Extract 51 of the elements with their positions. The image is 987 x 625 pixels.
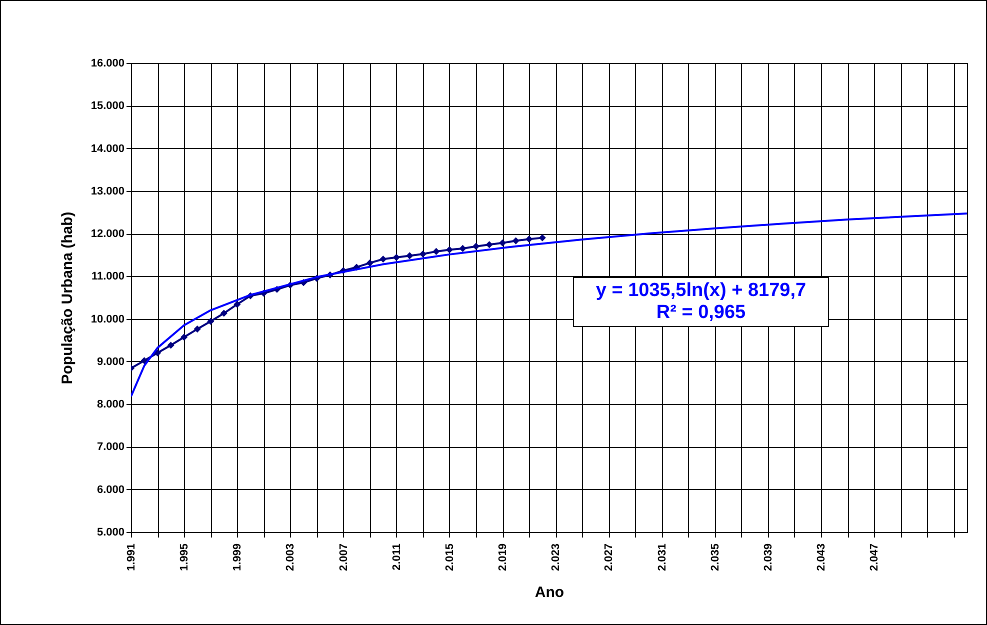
- annotation: R² = 0,965: [655, 302, 747, 324]
- x-tick-label: 2.023: [550, 544, 562, 572]
- point: [538, 234, 546, 242]
- x-tick-label: 2.007: [338, 544, 350, 572]
- x-tick-label: 2.031: [656, 544, 668, 572]
- y-tick-label: 12.000: [90, 228, 124, 240]
- y-tick-label: 7.000: [96, 441, 124, 454]
- point: [472, 242, 480, 250]
- point: [207, 318, 214, 325]
- point: [220, 310, 228, 317]
- point: [406, 252, 414, 260]
- x-tick-label: 1.995: [178, 544, 191, 572]
- y-tick-label: 6.000: [96, 484, 124, 496]
- point: [499, 239, 506, 246]
- x-tick-label: 2.019: [497, 544, 510, 572]
- point: [167, 342, 174, 349]
- point: [234, 300, 241, 308]
- point: [366, 259, 374, 266]
- x-tick-label: 2.011: [390, 544, 403, 570]
- x-tick-label: 2.047: [868, 544, 881, 572]
- point: [446, 246, 454, 254]
- y-tick-label: 5.000: [96, 526, 124, 538]
- y-tick-label: 16.000: [90, 58, 124, 70]
- point: [486, 241, 493, 248]
- point: [419, 250, 426, 258]
- point: [459, 244, 466, 252]
- point: [526, 236, 533, 243]
- y-tick-label: 14.000: [90, 142, 124, 155]
- y-tick-label: 11.000: [91, 270, 124, 283]
- y-tick-label: 9.000: [96, 356, 124, 368]
- y-tick-label: 10.000: [90, 313, 124, 326]
- point: [432, 248, 440, 255]
- y-axis-title: População Urbana (hab): [58, 212, 76, 384]
- x-tick-label: 2.043: [816, 544, 828, 572]
- point: [512, 237, 520, 244]
- x-tick-label: 2.039: [762, 544, 774, 572]
- x-tick-label: 2.035: [709, 544, 722, 572]
- point: [194, 326, 201, 333]
- y-tick-label: 15.000: [90, 100, 124, 112]
- point: [180, 334, 188, 341]
- point: [392, 254, 400, 261]
- point: [380, 256, 387, 263]
- x-tick-label: 1.991: [126, 544, 138, 572]
- x-tick-label: 2.015: [444, 544, 456, 572]
- x-tick-label: 2.027: [603, 544, 616, 572]
- x-tick-label: 1.999: [232, 544, 244, 572]
- annotation: y = 1035,5ln(x) + 8179,7: [594, 280, 808, 302]
- x-axis-title: Ano: [534, 584, 564, 602]
- x-tick-label: 2.003: [284, 544, 297, 572]
- y-tick-label: 13.000: [90, 185, 124, 198]
- y-tick-label: 8.000: [96, 398, 124, 411]
